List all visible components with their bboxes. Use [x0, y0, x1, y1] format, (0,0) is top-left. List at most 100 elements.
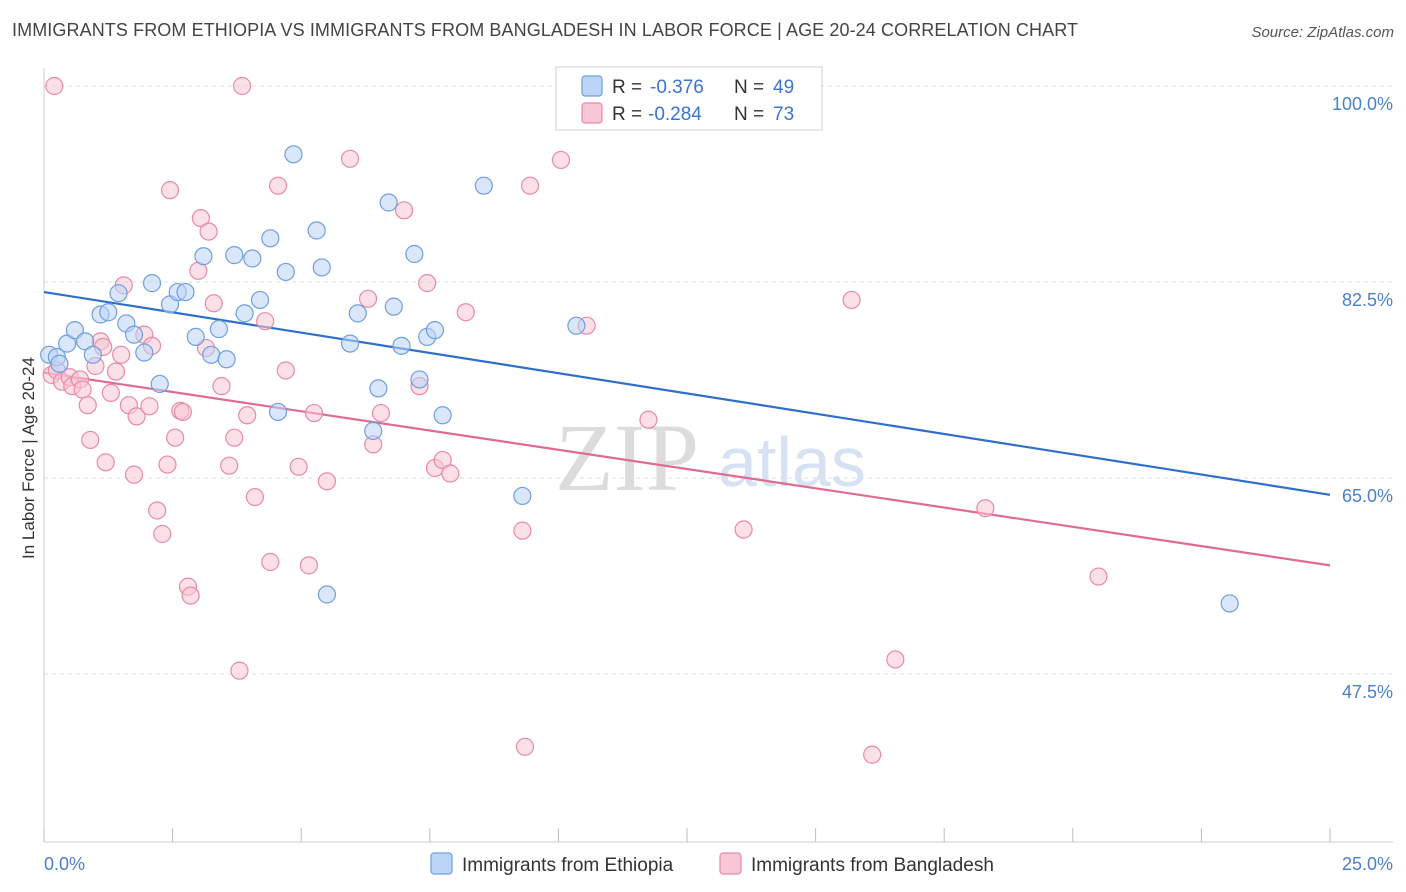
- ethiopia-point: [194, 247, 213, 266]
- ethiopia-point: [340, 334, 360, 353]
- bangladesh-point: [433, 450, 452, 470]
- legend-n-label-ethiopia: N =: [734, 77, 764, 98]
- bangladesh-point: [160, 181, 180, 200]
- watermark-atlas: atlas: [718, 423, 866, 501]
- ethiopia-point: [384, 297, 403, 316]
- ethiopia-point: [235, 304, 254, 323]
- ethiopia-point: [83, 345, 102, 364]
- ethiopia-point: [284, 145, 303, 164]
- bangladesh-point: [238, 406, 257, 425]
- data-points: [40, 76, 1239, 764]
- bangladesh-point: [340, 149, 360, 168]
- bangladesh-point: [166, 428, 185, 447]
- bangladesh-point: [112, 345, 131, 364]
- bangladesh-point: [863, 745, 882, 764]
- bangladesh-point: [199, 222, 218, 241]
- bangladesh-point: [230, 661, 249, 680]
- series-legend: Immigrants from Ethiopia Immigrants from…: [430, 852, 994, 876]
- bangladesh-point: [140, 397, 159, 416]
- x-tick-label-max: 25.0%: [1342, 854, 1393, 874]
- bangladesh-point: [45, 76, 64, 96]
- ethiopia-point: [65, 321, 84, 340]
- bangladesh-point: [232, 76, 252, 96]
- ethiopia-point: [425, 321, 445, 340]
- bangladesh-point: [551, 150, 571, 170]
- bangladesh-point: [456, 303, 475, 322]
- ethiopia-point: [1220, 594, 1239, 613]
- ethiopia-point: [261, 229, 280, 248]
- bangladesh-point: [158, 455, 177, 474]
- ethiopia-point: [307, 221, 326, 240]
- bangladesh-point: [317, 472, 337, 491]
- bangladesh-point: [734, 520, 753, 539]
- ethiopia-point: [135, 343, 154, 362]
- ethiopia-point: [50, 354, 69, 373]
- legend-r-label-ethiopia: R =: [612, 77, 642, 98]
- ethiopia-point: [268, 402, 288, 422]
- legend-r-value-bangladesh: -0.284: [648, 104, 702, 125]
- bangladesh-point: [106, 362, 126, 381]
- bangladesh-point: [78, 396, 97, 415]
- y-tick-label: 100.0%: [1332, 94, 1393, 114]
- series-legend-label-bangladesh: Immigrants from Bangladesh: [751, 855, 994, 876]
- bangladesh-point: [245, 487, 265, 507]
- bangladesh-point: [1089, 567, 1108, 586]
- bangladesh-point: [418, 274, 437, 293]
- ethiopia-point: [150, 374, 169, 394]
- ethiopia-point: [433, 406, 452, 425]
- y-tick-label: 47.5%: [1342, 682, 1393, 702]
- ethiopia-point: [58, 334, 77, 353]
- legend-n-label-bangladesh: N =: [734, 104, 764, 125]
- ethiopia-point: [410, 370, 429, 389]
- ethiopia-point: [276, 262, 295, 282]
- ethiopia-point: [567, 316, 586, 335]
- bangladesh-point: [513, 521, 532, 540]
- ethiopia-point: [312, 258, 331, 277]
- ethiopia-point: [405, 244, 424, 264]
- watermark-zip: ZIP: [555, 404, 699, 511]
- bangladesh-point: [191, 209, 210, 228]
- ethiopia-point: [202, 345, 221, 364]
- ethiopia-point: [379, 193, 398, 212]
- bangladesh-point: [441, 464, 460, 483]
- ethiopia-point: [317, 585, 337, 604]
- bangladesh-point: [639, 410, 658, 429]
- bangladesh-point: [101, 383, 120, 402]
- ethiopia-point: [142, 274, 162, 293]
- legend-swatch-bangladesh: [581, 102, 603, 124]
- y-tick-label: 65.0%: [1342, 486, 1393, 506]
- legend-n-value-bangladesh: 73: [773, 104, 794, 125]
- ethiopia-point: [513, 486, 532, 506]
- bangladesh-point: [212, 377, 231, 396]
- ethiopia-point: [76, 332, 95, 351]
- ethiopia-point: [392, 336, 411, 355]
- series-legend-label-ethiopia: Immigrants from Ethiopia: [462, 855, 674, 876]
- legend-r-label-bangladesh: R =: [612, 104, 642, 125]
- ethiopia-point: [243, 249, 262, 268]
- bangladesh-point: [276, 361, 295, 380]
- gridlines: [44, 85, 1393, 675]
- ethiopia-point: [99, 303, 118, 322]
- bangladesh-point: [204, 294, 223, 313]
- ethiopia-point: [209, 319, 228, 339]
- ethiopia-point: [348, 304, 367, 323]
- ethiopia-point: [474, 176, 493, 195]
- y-tick-label: 82.5%: [1342, 290, 1393, 310]
- bangladesh-point: [220, 456, 239, 475]
- ethiopia-point: [124, 325, 144, 344]
- bangladesh-point: [886, 650, 905, 669]
- y-tick-labels: 100.0% 82.5% 65.0% 47.5%: [1332, 94, 1393, 702]
- bangladesh-point: [299, 556, 319, 575]
- x-tick-label-min: 0.0%: [44, 854, 85, 874]
- bangladesh-point: [289, 457, 308, 476]
- bangladesh-point: [268, 176, 288, 195]
- bangladesh-point: [842, 290, 861, 310]
- ethiopia-point: [186, 327, 205, 346]
- ethiopia-point: [217, 350, 236, 369]
- bangladesh-point: [127, 407, 146, 426]
- bangladesh-point: [261, 552, 280, 572]
- ethiopia-point: [250, 290, 270, 310]
- bangladesh-point: [96, 453, 115, 472]
- ethiopia-point: [225, 246, 244, 265]
